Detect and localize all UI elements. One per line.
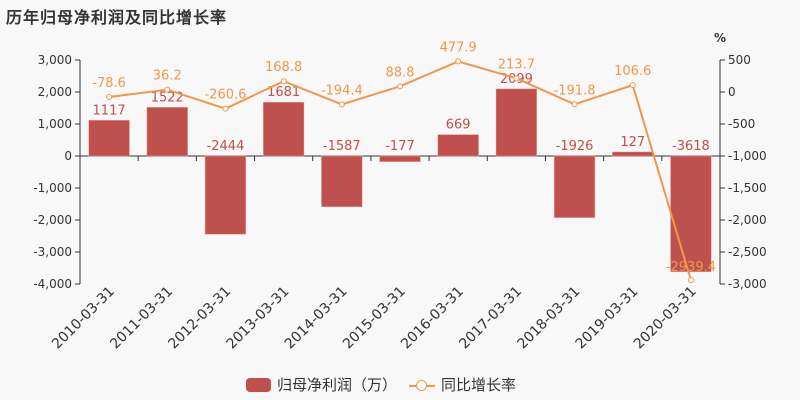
- line-point[interactable]: [164, 86, 171, 93]
- bar[interactable]: [263, 101, 305, 157]
- bar[interactable]: [204, 155, 247, 235]
- bar[interactable]: [321, 155, 363, 208]
- line-point[interactable]: [397, 83, 403, 90]
- bar[interactable]: [553, 155, 596, 218]
- left-axis-tick-label: -3,000: [33, 245, 72, 259]
- bar[interactable]: [670, 155, 712, 273]
- line-point[interactable]: [280, 78, 287, 85]
- bar-value-label: 1522: [151, 90, 184, 105]
- legend-item-net-profit[interactable]: 归母净利润（万）: [246, 374, 397, 395]
- line-point[interactable]: [338, 101, 345, 108]
- line-value-label: 168.8: [265, 60, 302, 75]
- left-axis-tick-label: -2,000: [33, 213, 72, 227]
- line-value-label: -2939.4: [666, 260, 716, 275]
- line-value-label: 477.9: [440, 40, 477, 55]
- legend: 归母净利润（万） 同比增长率: [246, 374, 528, 395]
- chart-title: 历年归母净利润及同比增长率: [6, 8, 228, 27]
- line-value-label: -260.6: [204, 88, 246, 103]
- right-axis-tick-label: -2,500: [728, 245, 767, 259]
- bar[interactable]: [437, 134, 479, 157]
- bar-swatch-icon: [246, 377, 271, 392]
- bar-value-label: -2444: [207, 139, 245, 154]
- line-point[interactable]: [513, 75, 520, 82]
- bar-value-label: -3618: [672, 139, 710, 154]
- bar[interactable]: [146, 107, 188, 157]
- bar-value-label: 1681: [267, 85, 300, 100]
- left-axis-tick-label: 2,000: [38, 85, 72, 99]
- line-point[interactable]: [455, 58, 462, 65]
- right-axis-tick-label: 500: [728, 53, 751, 67]
- x-axis-label: 2020-03-31: [631, 284, 700, 353]
- legend-label: 同比增长率: [441, 376, 517, 394]
- line-value-label: 88.8: [386, 65, 415, 80]
- line-marker-icon: [409, 378, 436, 392]
- line-point[interactable]: [629, 82, 636, 89]
- bar[interactable]: [379, 155, 421, 162]
- bar[interactable]: [612, 151, 654, 157]
- legend-label: 归母净利润（万）: [277, 376, 398, 394]
- bar-value-label: 669: [446, 118, 471, 133]
- line-value-label: -191.8: [554, 83, 596, 98]
- growth-rate-line: [108, 60, 692, 281]
- line-value-label: 106.6: [614, 64, 651, 79]
- legend-item-growth-rate[interactable]: 同比增长率: [409, 374, 516, 395]
- right-axis-tick-label: -3,000: [728, 277, 767, 291]
- right-axis-tick-label: -2,000: [728, 213, 767, 227]
- bar-value-label: 127: [620, 135, 645, 150]
- bar-value-label: -1587: [323, 139, 361, 154]
- bar[interactable]: [495, 88, 537, 157]
- left-axis-tick-label: 0: [64, 149, 72, 163]
- right-axis-tick-label: -1,000: [728, 149, 767, 163]
- line-value-label: -194.4: [321, 83, 363, 98]
- right-axis-tick-label: -500: [728, 117, 755, 131]
- bar-value-label: -1926: [556, 139, 594, 154]
- bar-value-label: 1117: [93, 103, 126, 118]
- line-point[interactable]: [687, 277, 694, 284]
- left-axis-tick-label: 1,000: [38, 117, 72, 131]
- bar[interactable]: [88, 120, 130, 157]
- line-value-label: 36.2: [153, 69, 182, 84]
- left-axis-tick-label: -4,000: [33, 277, 72, 291]
- bar-value-label: -177: [385, 139, 415, 154]
- line-point[interactable]: [106, 94, 113, 101]
- line-value-label: -78.6: [92, 76, 126, 91]
- line-point[interactable]: [222, 105, 229, 112]
- right-axis-tick-label: 0: [728, 85, 736, 99]
- left-axis-tick-label: -1,000: [33, 181, 72, 195]
- left-axis-tick-label: 3,000: [38, 53, 72, 67]
- right-axis-unit: %: [714, 31, 726, 45]
- line-point[interactable]: [571, 101, 578, 108]
- right-axis-tick-label: -1,500: [728, 181, 767, 195]
- line-value-label: 213.7: [498, 57, 535, 72]
